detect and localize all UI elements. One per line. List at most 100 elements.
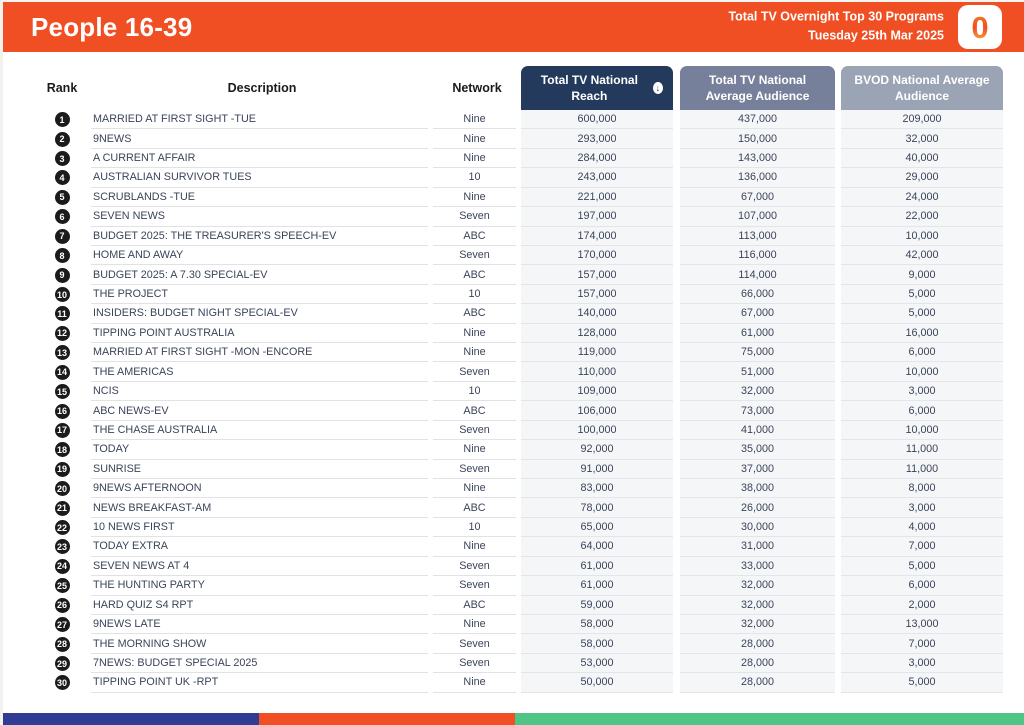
rank-badge: 18	[54, 442, 70, 458]
rank-cell: 6	[33, 207, 91, 226]
reach-value: 109,000	[521, 381, 673, 402]
table-row: 6 SEVEN NEWS Seven 197,000 107,000 22,00…	[33, 207, 1003, 227]
reach-value: 91,000	[521, 459, 673, 480]
rank-cell: 8	[33, 246, 91, 265]
rank-badge: 9	[54, 267, 70, 283]
column-gap	[673, 479, 680, 498]
rank-cell: 21	[33, 498, 91, 517]
reach-value: 174,000	[521, 226, 673, 246]
table-row: 10 THE PROJECT 10 157,000 66,000 5,000	[33, 284, 1003, 305]
rank-cell: 28	[33, 634, 91, 653]
rank-cell: 29	[33, 654, 91, 673]
bvod-audience-value: 3,000	[841, 498, 1003, 518]
table-header-row: Rank Description Network Total TV Nation…	[33, 66, 1003, 110]
avg-audience-value: 73,000	[680, 401, 835, 421]
footer-stripes	[3, 713, 1024, 725]
program-description: SCRUBLANDS -TUE	[91, 188, 428, 208]
network: Seven	[433, 576, 516, 596]
rank-cell: 4	[33, 168, 91, 187]
program-description: HOME AND AWAY	[91, 246, 428, 266]
program-description: BUDGET 2025: THE TREASURER'S SPEECH-EV	[91, 227, 428, 246]
reach-value: 64,000	[521, 537, 673, 557]
avg-audience-value: 32,000	[680, 381, 835, 402]
avg-audience-value: 66,000	[680, 284, 835, 305]
avg-audience-value: 61,000	[680, 323, 835, 344]
column-header-description: Description	[227, 81, 297, 95]
column-gap	[673, 673, 680, 692]
sort-descending-icon[interactable]: ↓	[652, 82, 663, 94]
program-description: SEVEN NEWS	[91, 207, 428, 227]
program-description: 9NEWS AFTERNOON	[91, 479, 428, 499]
rank-badge: 4	[54, 170, 70, 186]
footer-stripe-green	[515, 713, 1024, 725]
column-gap	[673, 227, 680, 246]
network: Nine	[433, 673, 516, 693]
bvod-audience-value: 5,000	[841, 556, 1003, 577]
rank-badge: 23	[54, 539, 70, 555]
table-row: 24 SEVEN NEWS AT 4 Seven 61,000 33,000 5…	[33, 556, 1003, 577]
table-row: 13 MARRIED AT FIRST SIGHT -MON -ENCORE N…	[33, 343, 1003, 363]
avg-audience-value: 67,000	[680, 187, 835, 208]
rank-cell: 20	[33, 479, 91, 498]
column-gap	[673, 460, 680, 479]
table-row: 23 TODAY EXTRA Nine 64,000 31,000 7,000	[33, 537, 1003, 557]
avg-audience-value: 114,000	[680, 265, 835, 285]
bvod-audience-value: 4,000	[841, 517, 1003, 538]
column-gap	[673, 324, 680, 343]
reach-value: 100,000	[521, 420, 673, 441]
table-row: 8 HOME AND AWAY Seven 170,000 116,000 42…	[33, 245, 1003, 266]
avg-audience-value: 28,000	[680, 634, 835, 654]
rank-cell: 2	[33, 129, 91, 148]
network: Seven	[433, 421, 516, 441]
reach-value: 61,000	[521, 576, 673, 596]
network: ABC	[433, 401, 516, 421]
reach-value: 65,000	[521, 517, 673, 538]
reach-value: 92,000	[521, 440, 673, 460]
column-header-bvod-audience[interactable]: BVOD National Average Audience	[841, 66, 1003, 110]
rank-cell: 19	[33, 460, 91, 479]
network: Nine	[433, 440, 516, 460]
rank-badge: 1	[54, 112, 70, 128]
avg-audience-value: 32,000	[680, 595, 835, 615]
avg-audience-value: 26,000	[680, 498, 835, 518]
avg-audience-value: 32,000	[680, 576, 835, 596]
program-description: THE HUNTING PARTY	[91, 576, 428, 596]
bvod-audience-value: 3,000	[841, 653, 1003, 674]
avg-audience-value: 51,000	[680, 362, 835, 382]
table-row: 16 ABC NEWS-EV ABC 106,000 73,000 6,000	[33, 401, 1003, 421]
bvod-audience-value: 8,000	[841, 479, 1003, 499]
network: 10	[433, 168, 516, 188]
rank-cell: 15	[33, 382, 91, 401]
avg-audience-value: 150,000	[680, 129, 835, 149]
program-description: MARRIED AT FIRST SIGHT -TUE	[91, 110, 428, 130]
avg-audience-value: 32,000	[680, 614, 835, 635]
table-row: 26 HARD QUIZ S4 RPT ABC 59,000 32,000 2,…	[33, 595, 1003, 615]
page-title: People 16-39	[31, 11, 193, 42]
column-header-avg-audience[interactable]: Total TV National Average Audience	[680, 66, 835, 110]
footer-stripe-orange	[259, 713, 515, 725]
rank-cell: 10	[33, 285, 91, 304]
bvod-audience-value: 2,000	[841, 595, 1003, 615]
column-header-reach[interactable]: Total TV National Reach ↓	[521, 66, 673, 110]
program-description: NCIS	[91, 382, 428, 402]
bvod-audience-value: 32,000	[841, 129, 1003, 149]
network: ABC	[433, 227, 516, 246]
rank-cell: 25	[33, 576, 91, 595]
rank-badge: 5	[54, 189, 70, 205]
column-gap	[673, 654, 680, 673]
rank-cell: 13	[33, 343, 91, 362]
program-description: NEWS BREAKFAST-AM	[91, 498, 428, 518]
column-gap	[673, 246, 680, 265]
program-description: TODAY	[91, 440, 428, 460]
table-row: 28 THE MORNING SHOW Seven 58,000 28,000 …	[33, 634, 1003, 654]
program-description: TIPPING POINT AUSTRALIA	[91, 324, 428, 344]
reach-value: 110,000	[521, 362, 673, 382]
network: Nine	[433, 343, 516, 363]
reach-value: 197,000	[521, 207, 673, 227]
column-gap	[673, 304, 680, 323]
reach-value: 59,000	[521, 595, 673, 615]
rank-badge: 11	[54, 306, 70, 322]
reach-value: 58,000	[521, 634, 673, 654]
bvod-audience-value: 13,000	[841, 614, 1003, 635]
network: Nine	[433, 615, 516, 635]
